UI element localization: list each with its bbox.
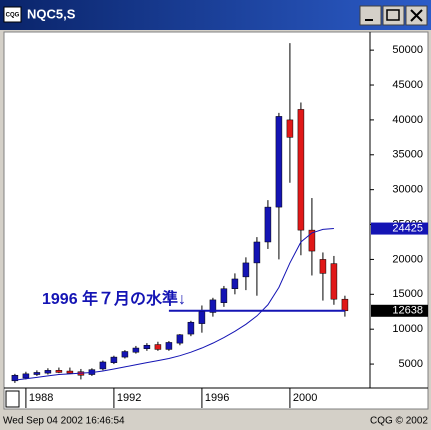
y-tick-label: 5000 xyxy=(399,358,423,370)
ma-line xyxy=(14,228,334,381)
window-buttons xyxy=(359,5,428,26)
title-bar xyxy=(0,0,431,30)
candle-body xyxy=(341,298,349,312)
candle-body xyxy=(132,347,140,353)
level-marker xyxy=(371,304,428,317)
candle-body xyxy=(99,361,107,370)
y-tick-label: 45000 xyxy=(392,79,423,91)
x-tick-label: 1996 xyxy=(205,392,229,404)
y-tick-label: 15000 xyxy=(392,288,423,300)
candle-body xyxy=(110,356,118,363)
maximize-button[interactable] xyxy=(382,5,405,26)
candle-body xyxy=(242,262,250,278)
candle-body xyxy=(11,374,19,382)
status-left: Wed Sep 04 2002 16:46:54 xyxy=(3,416,125,427)
window-title: NQC5,S xyxy=(27,6,76,21)
ma-marker-label: 24425 xyxy=(392,222,423,234)
candle-body xyxy=(253,241,261,264)
y-tick-label: 50000 xyxy=(392,44,423,56)
candle-body xyxy=(33,372,41,375)
chart-panel xyxy=(3,31,429,410)
candle-body xyxy=(308,229,316,252)
candle-body xyxy=(275,116,283,208)
status-right: CQG © 2002 xyxy=(370,416,428,427)
maximize-glyph xyxy=(386,9,400,21)
candle-body xyxy=(176,334,184,344)
icon-label: CQG xyxy=(6,13,20,19)
candle-body xyxy=(154,344,162,350)
candle-body xyxy=(231,278,239,289)
y-tick-label: 40000 xyxy=(392,114,423,126)
candle-body xyxy=(165,342,173,350)
close-glyph xyxy=(410,9,423,22)
x-tick-label: 2000 xyxy=(293,392,317,404)
candle-body xyxy=(319,259,327,274)
candle-body xyxy=(22,373,30,379)
candle-body xyxy=(297,109,305,231)
candle-body xyxy=(187,321,195,335)
app-icon xyxy=(3,6,22,23)
candle-body xyxy=(286,119,294,138)
minimize-button[interactable] xyxy=(359,5,382,26)
y-tick-label: 35000 xyxy=(392,149,423,161)
ma-marker xyxy=(371,222,428,235)
y-tick-label: 30000 xyxy=(392,184,423,196)
level-marker-label: 12638 xyxy=(392,305,423,317)
candle-body xyxy=(264,206,272,243)
candle-body xyxy=(220,288,228,303)
y-tick-label: 10000 xyxy=(392,323,423,335)
x-tick-label: 1988 xyxy=(29,392,53,404)
candle-body xyxy=(66,370,74,374)
candle-body xyxy=(330,263,338,300)
candle-body xyxy=(209,299,217,313)
annotation: 1996 年７月の水準↓ xyxy=(42,289,186,308)
scroll-box[interactable] xyxy=(5,390,20,408)
candle-body xyxy=(143,344,151,349)
x-tick-label: 1992 xyxy=(117,392,141,404)
candle-body xyxy=(44,370,52,374)
candle-body xyxy=(121,351,129,358)
candle-body xyxy=(198,311,206,324)
candle-body xyxy=(55,370,63,373)
y-tick-label: 20000 xyxy=(392,253,423,265)
